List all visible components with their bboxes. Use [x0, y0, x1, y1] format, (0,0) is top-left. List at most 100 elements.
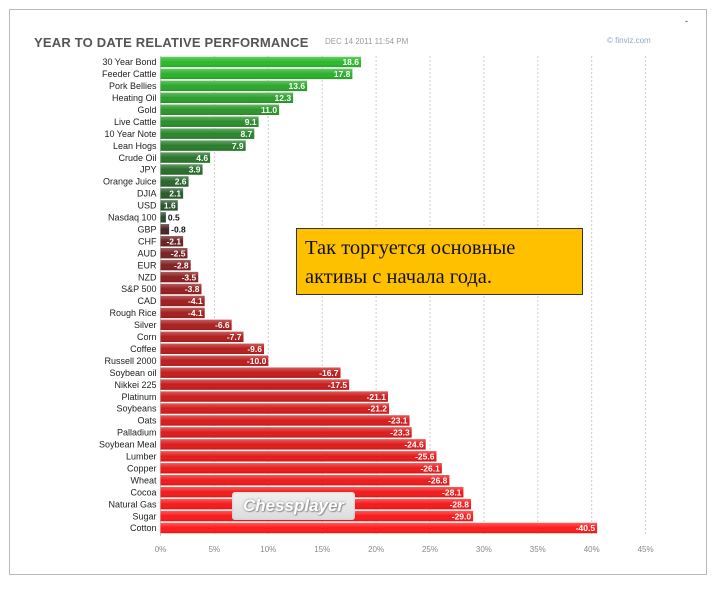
category-label: Palladium [117, 428, 157, 438]
category-label: Oats [137, 416, 157, 426]
category-label: Platinum [121, 392, 156, 402]
chart-date: DEC 14 2011 11:54 PM [325, 37, 409, 46]
value-label: 17.8 [334, 69, 351, 79]
value-label: 12.3 [275, 93, 292, 103]
category-label: JPY [140, 165, 157, 175]
category-label: CAD [137, 296, 157, 306]
category-label: Nikkei 225 [114, 380, 156, 390]
category-labels: 30 Year Bond 18.6 Feeder Cattle 17.8 Pork Be… [99, 57, 595, 533]
bar-highlight [160, 152, 211, 163]
category-label: Wheat [130, 475, 157, 485]
value-label: 4.6 [196, 153, 208, 163]
bar-highlight [160, 259, 191, 271]
value-label: -3.8 [185, 284, 200, 294]
category-label: Sugar [132, 511, 156, 521]
bar-highlight [160, 128, 255, 139]
category-label: Crude Oil [118, 153, 156, 163]
value-label: -0.8 [171, 224, 186, 234]
bar-highlight [160, 104, 280, 115]
bar-highlight [160, 212, 166, 223]
bar-highlight [160, 271, 199, 283]
category-label: Coffee [130, 344, 156, 354]
category-label: Rough Rice [109, 308, 156, 318]
category-label: Heating Oil [112, 93, 157, 103]
bar-highlight [160, 522, 598, 534]
value-label: -2.8 [174, 260, 189, 270]
bar-highlight [160, 200, 178, 211]
category-label: Lumber [126, 452, 157, 462]
category-label: Copper [127, 463, 157, 473]
value-label: -4.1 [188, 296, 203, 306]
corner-mark: - [685, 16, 688, 26]
x-tick-label: 15% [314, 545, 330, 554]
bar-highlight [160, 176, 189, 187]
value-label: -28.8 [450, 499, 470, 509]
category-label: Live Cattle [114, 117, 157, 127]
value-label: -26.8 [428, 475, 448, 485]
value-label: 13.6 [289, 81, 306, 91]
callout-line-2: активы с начала года. [305, 266, 493, 288]
bar-highlight [160, 116, 259, 127]
value-label: -21.2 [368, 404, 388, 414]
category-label: AUD [137, 248, 157, 258]
value-label: -23.3 [390, 428, 410, 438]
category-label: USD [137, 201, 157, 211]
bar-highlight [160, 331, 244, 343]
bar-highlight [160, 56, 362, 68]
bar-highlight [160, 80, 308, 92]
bar-highlight [160, 451, 437, 462]
category-label: Corn [137, 332, 157, 342]
category-label: GBP [137, 224, 156, 234]
category-label: S&P 500 [121, 284, 156, 294]
x-tick-label: 0% [155, 545, 167, 554]
x-tick-label: 30% [476, 545, 492, 554]
chart-title: YEAR TO DATE RELATIVE PERFORMANCE [34, 35, 309, 50]
value-label: 2.6 [175, 177, 187, 187]
bar-highlight [160, 463, 442, 474]
bar-highlight [160, 427, 412, 438]
x-tick-label: 5% [209, 545, 221, 554]
value-label: -9.6 [247, 344, 262, 354]
value-label: -40.5 [576, 523, 596, 533]
category-label: Gold [137, 105, 156, 115]
bar-highlight [160, 68, 353, 80]
category-label: Cotton [130, 523, 157, 533]
category-label: 30 Year Bond [102, 57, 156, 67]
bar-highlight [160, 224, 170, 235]
bar-highlight [160, 367, 341, 378]
bar-highlight [160, 140, 246, 151]
category-label: DJIA [137, 189, 157, 199]
annotation-callout: Так торгуется основные активы с начала г… [296, 228, 583, 295]
value-label: -23.1 [388, 416, 408, 426]
value-label: -28.1 [442, 487, 462, 497]
category-label: Nasdaq 100 [108, 213, 157, 223]
bar-highlight [160, 403, 390, 414]
bar-highlight [160, 236, 184, 247]
x-axis-ticks: 0% 5% 10% 15% 20% 25% 30% 35% 40% 45% [155, 545, 654, 554]
bars [160, 56, 598, 534]
category-label: Cocoa [130, 487, 156, 497]
category-label: Soybean oil [109, 368, 156, 378]
bar-highlight [160, 164, 203, 175]
bar-highlight [160, 391, 388, 402]
bar-highlight [160, 295, 205, 307]
x-tick-label: 20% [368, 545, 384, 554]
x-tick-label: 40% [584, 545, 600, 554]
category-label: NZD [138, 272, 157, 282]
value-label: 1.6 [164, 201, 176, 211]
value-label: 11.0 [261, 105, 277, 115]
bar-highlight [160, 283, 202, 295]
bar-highlight [160, 415, 410, 426]
value-label: -2.1 [166, 236, 181, 246]
source-link[interactable]: © finviz.com [607, 36, 651, 45]
category-label: Russell 2000 [104, 356, 156, 366]
x-tick-label: 45% [638, 545, 654, 554]
category-label: Feeder Cattle [102, 69, 157, 79]
value-label: -16.7 [319, 368, 339, 378]
value-label: 2.1 [169, 189, 181, 199]
value-label: 3.9 [189, 165, 201, 175]
value-label: -26.1 [420, 463, 440, 473]
value-label: 7.9 [232, 141, 244, 151]
bar-highlight [160, 475, 450, 486]
value-label: 18.6 [342, 57, 359, 67]
